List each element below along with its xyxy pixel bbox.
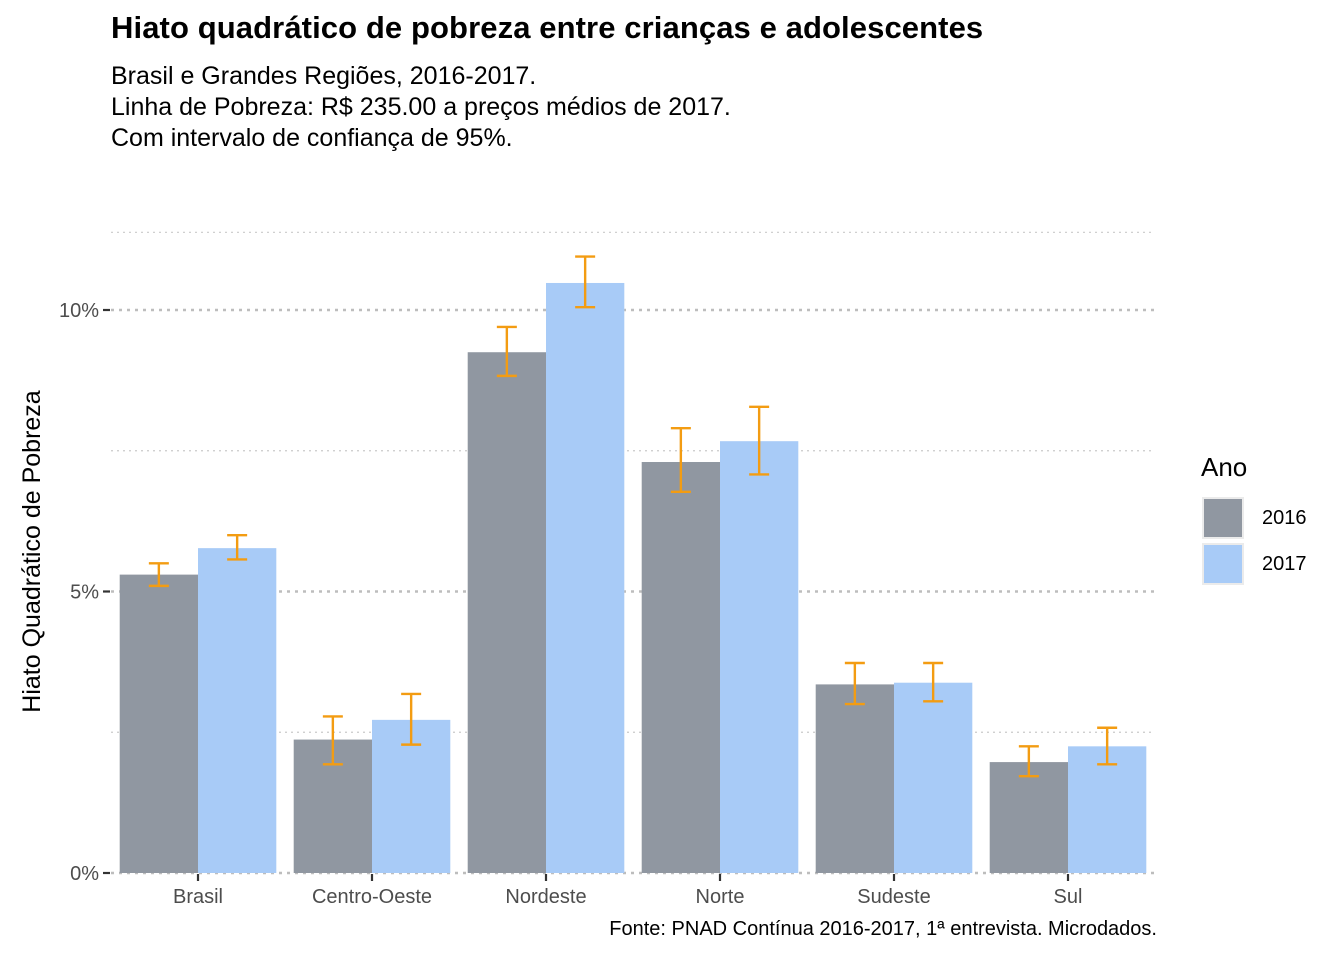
legend-key-2016 [1202, 497, 1244, 539]
chart-caption: Fonte: PNAD Contínua 2016-2017, 1ª entre… [609, 918, 1157, 940]
x-tick-label-4: Sudeste [857, 886, 930, 908]
y-tick-label-1: 5% [70, 582, 99, 604]
legend-item-2017: 2017 [1201, 543, 1307, 589]
bar-sul-2016 [989, 762, 1068, 873]
y-tick-label-0: 0% [70, 863, 99, 885]
bar-nordeste-2016 [467, 352, 546, 874]
error-bar-brasil-2016 [148, 562, 169, 588]
chart-subtitle-line-1: Brasil e Grandes Regiões, 2016-2017. [111, 62, 537, 90]
bar-norte-2017 [720, 441, 799, 873]
error-bar-sudeste-2017 [923, 661, 944, 703]
error-bar-nordeste-2017 [575, 255, 596, 309]
x-tick-label-2: Nordeste [505, 886, 586, 908]
legend: Ano 2016 2017 [1201, 452, 1307, 589]
bar-sudeste-2017 [894, 682, 973, 873]
x-tick-label-3: Norte [696, 886, 745, 908]
error-bar-sul-2017 [1097, 726, 1118, 766]
y-axis-label: Hiato Quadrático de Pobreza [18, 390, 46, 713]
bar-nordeste-2017 [546, 282, 625, 873]
x-tick-label-5: Sul [1054, 886, 1083, 908]
error-bar-norte-2016 [670, 427, 691, 494]
bar-norte-2016 [641, 462, 720, 873]
chart-title: Hiato quadrático de pobreza entre crianç… [111, 10, 984, 45]
chart-subtitle-line-3: Com intervalo de confiança de 95%. [111, 124, 513, 152]
error-bar-sul-2016 [1018, 745, 1039, 778]
error-bar-nordeste-2016 [496, 325, 517, 378]
error-bar-centro-oeste-2017 [401, 692, 422, 746]
bar-sudeste-2016 [815, 684, 894, 873]
y-tick-label-2: 10% [59, 300, 99, 322]
legend-key-2017 [1202, 543, 1244, 585]
error-bar-sudeste-2016 [844, 661, 865, 706]
bar-sul-2017 [1068, 746, 1147, 873]
bar-brasil-2017 [198, 548, 277, 873]
legend-label-2017: 2017 [1262, 553, 1307, 575]
legend-label-2016: 2016 [1262, 507, 1307, 529]
x-tick-label-1: Centro-Oeste [312, 886, 432, 908]
bar-brasil-2016 [119, 574, 198, 873]
chart-subtitle-line-2: Linha de Pobreza: R$ 235.00 a preços méd… [111, 93, 731, 121]
x-tick-label-0: Brasil [173, 886, 223, 908]
legend-title: Ano [1201, 452, 1248, 482]
error-bar-brasil-2017 [227, 534, 248, 561]
error-bar-norte-2017 [749, 405, 770, 476]
legend-item-2016: 2016 [1201, 497, 1307, 543]
error-bar-centro-oeste-2016 [322, 715, 343, 766]
